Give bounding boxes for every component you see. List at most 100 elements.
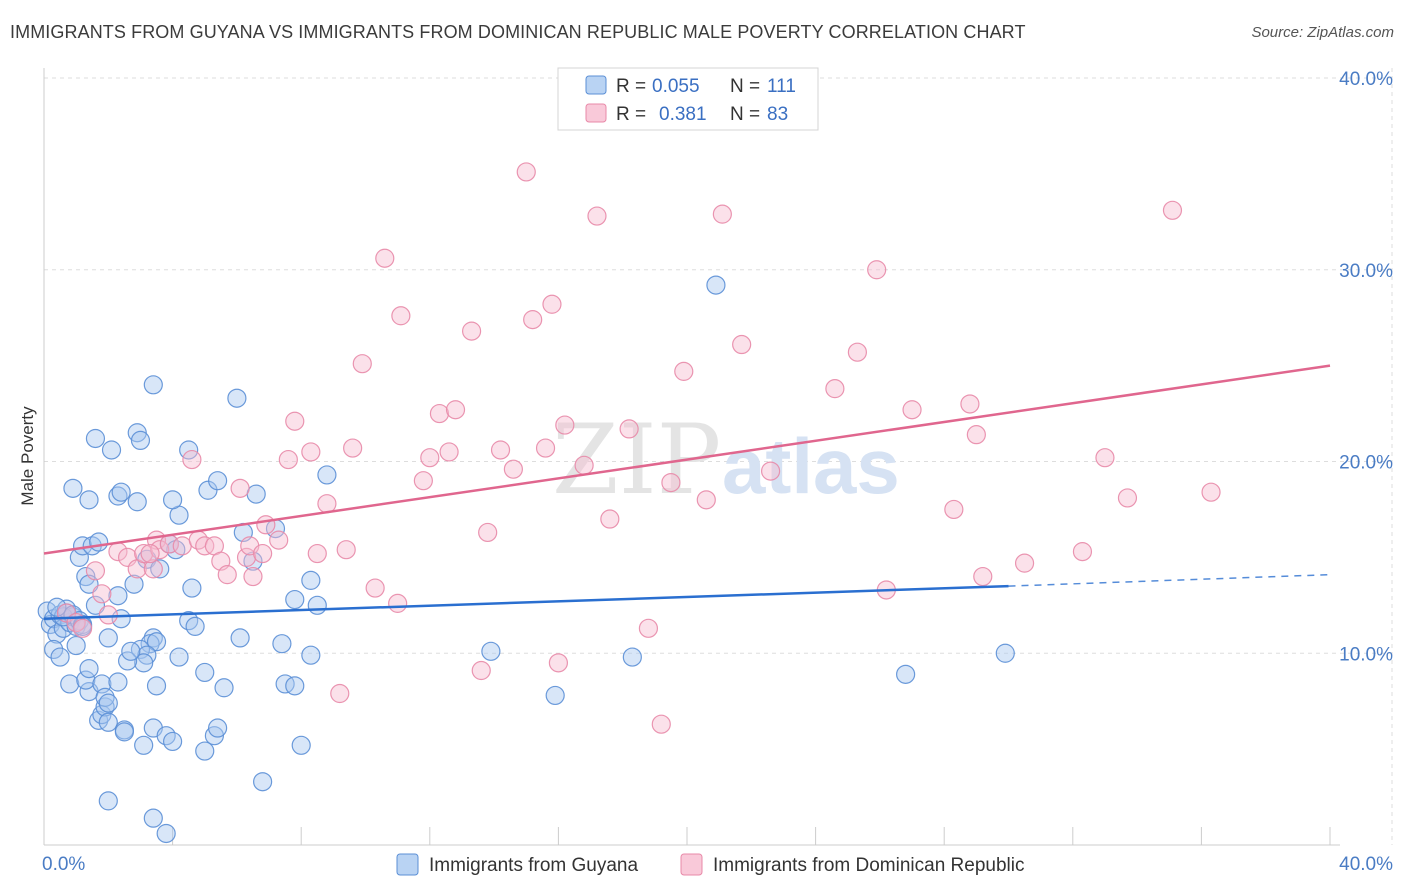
guyana-point-109 [47,597,67,617]
dominican-republic-point-71 [944,499,964,520]
x-tick-labels: 0.0% 40.0% [42,854,1393,875]
guyana-point-57 [146,632,167,652]
legend-r-value-guyana: 0.055 [652,76,700,97]
trend-line-guyana-extension [1008,573,1331,587]
legend-r-label-guyana: R = [616,76,646,97]
dominican-republic-point-82 [140,543,160,564]
dominican-republic-point-28 [301,442,321,462]
dominican-republic-point-48 [516,162,536,182]
dominican-republic-point-47 [503,459,523,479]
dominican-republic-point-43 [461,321,482,341]
dominican-republic-point-40 [429,403,450,424]
guyana-point-20 [76,670,96,690]
guyana-point-33 [114,722,134,742]
guyana-point-97 [301,570,321,590]
dominican-republic-point-55 [587,206,607,226]
legend-r-label-dominican-republic: R = [616,104,646,125]
dominican-republic-point-29 [307,543,327,564]
dominican-republic-point-17 [195,536,215,556]
dominican-republic-point-33 [352,354,372,374]
dominican-republic-point-62 [696,490,716,510]
dominican-republic-point-64 [732,334,752,355]
dominican-republic-point-83 [336,540,356,560]
dominican-republic-point-44 [471,660,491,681]
y-tick-labels: 10.0% 20.0% 30.0% 40.0% [1339,69,1393,665]
guyana-point-110 [121,641,141,661]
guyana-point-46 [127,492,147,512]
chart-title: IMMIGRANTS FROM GUYANA VS IMMIGRANTS FRO… [10,22,1026,42]
guyana-point-62 [146,676,167,696]
watermark-atlas: atlas [722,422,900,510]
series-legend-label-dominican-republic: Immigrants from Dominican Republic [713,855,1025,876]
guyana-point-66 [98,791,118,811]
guyana-point-22 [108,672,128,692]
guyana-point-93 [285,589,305,610]
dominican-republic-point-45 [478,522,498,543]
guyana-point-100 [275,674,295,694]
dominican-republic-point-36 [388,593,408,613]
guyana-point-75 [182,578,202,598]
dominican-republic-point-37 [391,306,411,326]
watermark: ZIP atlas [552,404,900,516]
guyana-point-43 [101,440,122,460]
dominican-republic-point-22 [236,547,257,567]
dominican-republic-point-38 [413,471,433,491]
trend-line-dominican-republic [43,364,1331,555]
x-tick-label-max: 40.0% [1339,854,1393,875]
series-dominican-republic [56,162,1221,734]
guyana-point-107 [995,643,1015,663]
dominican-republic-point-74 [973,566,993,587]
guyana-point-41 [79,490,99,510]
guyana-point-80 [214,678,234,698]
guyana-point-48 [130,430,151,451]
source-credit: Source: ZipAtlas.com [1251,24,1394,41]
guyana-point-90 [246,484,266,504]
guyana-point-18 [60,674,80,694]
guyana-point-98 [307,595,327,615]
dominican-republic-point-34 [365,578,385,598]
dominican-republic-point-9 [134,543,154,564]
y-axis-label: Male Poverty [18,406,37,506]
dominican-republic-point-20 [217,565,237,585]
grid-lines [44,68,1393,845]
dominican-republic-point-5 [98,605,118,625]
dominican-republic-point-67 [847,342,867,362]
dominican-republic-point-24 [256,515,276,535]
series-legend-swatch-dominican-republic [680,853,703,876]
dominican-republic-point-25 [269,530,289,550]
guyana-point-104 [622,647,642,667]
guyana-point-81 [204,726,224,746]
guyana-point-68 [156,823,176,844]
guyana-point-78 [169,647,189,667]
dominican-republic-point-60 [661,472,681,493]
dominican-republic-point-76 [1072,542,1093,562]
watermark-zip: ZIP [552,404,721,516]
guyana-point-106 [896,664,916,684]
guyana-point-92 [272,634,292,654]
dominican-republic-point-10 [143,559,163,579]
dominican-republic-point-61 [674,361,694,381]
guyana-point-38 [76,566,96,587]
dominican-republic-point-51 [542,294,562,314]
guyana-point-10 [44,639,64,660]
guyana-point-16 [66,635,86,656]
dominican-republic-point-79 [1162,200,1183,220]
guyana-point-29 [95,687,115,707]
correlation-legend: R = 0.055 N = 111 R = 0.381 N = 83 [557,67,819,131]
dominican-republic-point-75 [1014,553,1035,573]
dominican-republic-point-26 [278,449,298,470]
x-tick-label-min: 0.0% [42,854,85,875]
dominican-republic-point-66 [825,379,845,399]
guyana-point-73 [163,490,183,510]
guyana-point-31 [98,712,118,732]
guyana-point-86 [227,388,247,408]
guyana-point-60 [134,653,154,673]
guyana-point-85 [208,471,228,491]
dominican-republic-point-23 [243,566,263,587]
guyana-point-25 [98,628,118,648]
dominican-republic-point-12 [150,540,170,560]
guyana-point-52 [124,574,144,594]
trend-lines [43,364,1331,620]
y-tick-label-20: 20.0% [1339,453,1393,474]
dominican-republic-point-21 [230,478,250,498]
